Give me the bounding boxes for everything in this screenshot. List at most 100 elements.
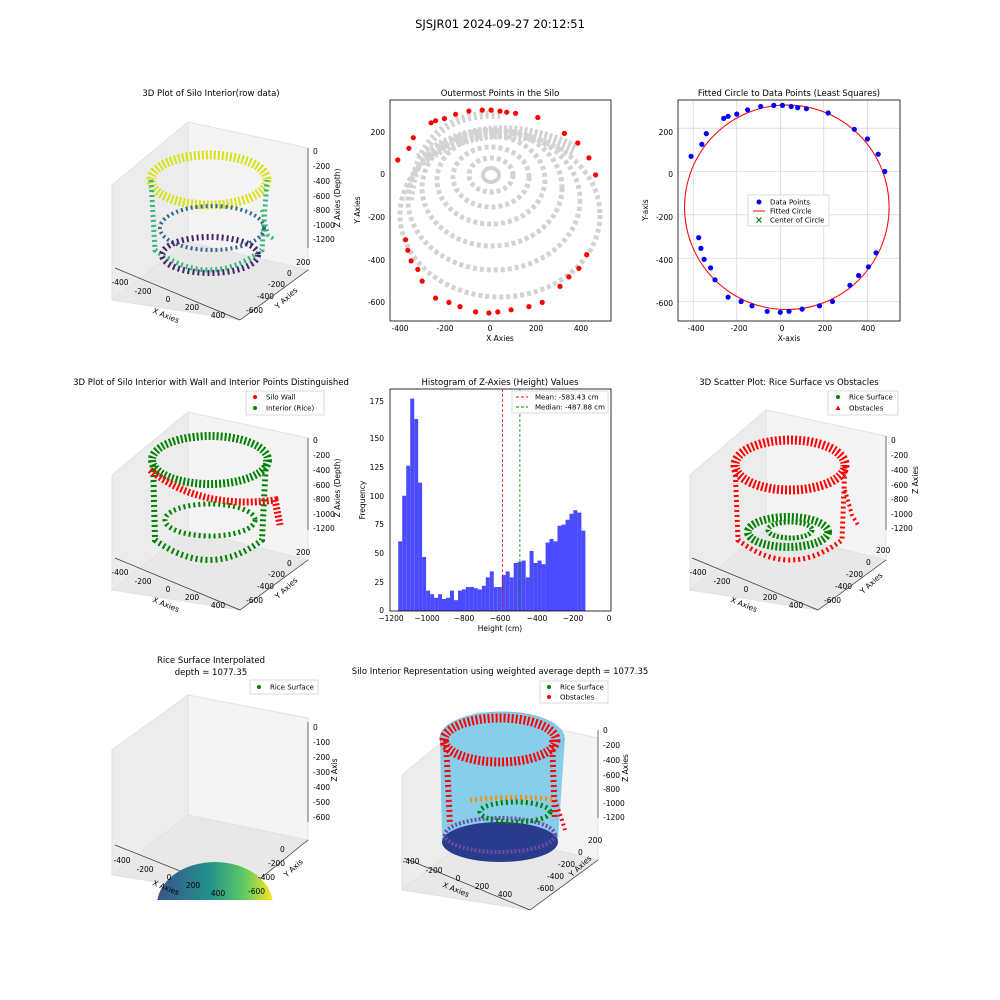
legend-box [539, 680, 609, 704]
silo-cylinder [439, 711, 565, 862]
y-tick: 0 [380, 170, 385, 179]
x-tick: -400 [113, 856, 130, 865]
ring [466, 155, 516, 195]
histogram-bar [529, 551, 534, 611]
outermost-point [508, 307, 514, 313]
histogram-bar [481, 585, 486, 611]
histogram-bar [402, 495, 407, 611]
x-tick: −400 [527, 614, 548, 623]
z-tick: -1000 [313, 221, 335, 230]
outermost-point [466, 108, 472, 114]
data-point [725, 113, 731, 119]
y-axis-line [529, 859, 599, 911]
x-tick: 200 [763, 593, 778, 602]
rice-surface-ring [477, 799, 553, 825]
y-tick: -400 [257, 292, 274, 301]
histogram-bar [450, 590, 454, 611]
data-point [875, 151, 881, 157]
y-axis-line [239, 559, 309, 611]
legend-label: Median: -487.88 cm [535, 404, 605, 412]
z-tick: -400 [891, 466, 908, 475]
outermost-point [486, 310, 492, 316]
outermost-point [513, 110, 519, 116]
data-point [851, 126, 857, 132]
panel-title: Outermost Points in the Silo [441, 89, 560, 99]
x-tick: 400 [211, 601, 226, 610]
y-tick-labels: 0 -200 -400 -600 [248, 845, 285, 896]
obstacle-ring [439, 713, 561, 767]
panel-fitted-circle: Fitted Circle to Data Points (Least Squa… [641, 89, 901, 343]
outermost-points [395, 107, 599, 316]
legend: Rice Surface [249, 679, 319, 695]
x-tick-labels: −1200 −1000 −800 −600 −400 −200 0 [378, 614, 611, 623]
histogram-bar [454, 600, 458, 611]
panel-3d-rice-vs-obstacles: 3D Scatter Plot: Rice Surface vs Obstacl… [688, 378, 920, 614]
x-axis-line [114, 557, 241, 611]
z-tick: -800 [603, 785, 620, 794]
panel-silo-representation: Silo Interior Representation using weigh… [352, 667, 648, 911]
histogram-bar [533, 563, 538, 611]
z-tick: -1000 [603, 799, 625, 808]
data-point [816, 303, 823, 309]
legend: Rice Surface Obstacles [827, 390, 899, 416]
data-point [779, 102, 786, 108]
y-tick-labels: 200 0 -200 -400 -600 [368, 128, 385, 307]
y-tick: -600 [824, 596, 841, 605]
data-point [745, 107, 751, 113]
outermost-point [495, 309, 501, 315]
outermost-point [479, 107, 485, 113]
y-tick: -400 [257, 582, 274, 591]
x-tick: 200 [818, 324, 833, 333]
grid [678, 100, 900, 321]
y-tick: -600 [656, 299, 673, 308]
outermost-point [575, 140, 581, 146]
outermost-point [593, 172, 599, 178]
x-tick: −200 [563, 614, 584, 623]
x-tick: 200 [186, 881, 201, 890]
ring [481, 166, 501, 184]
z-tick: 0 [891, 436, 896, 445]
z-tick: -400 [313, 466, 330, 475]
x-tick: −600 [490, 614, 511, 623]
x-axis-label: X-axis [778, 334, 801, 343]
legend: Data Points Fitted Circle Center of Circ… [747, 194, 830, 227]
z-tick: -500 [313, 798, 330, 807]
data-point [799, 306, 805, 312]
fitted-circle [684, 104, 890, 311]
outermost-point [428, 120, 434, 126]
outermost-point [539, 299, 545, 305]
legend: Mean: -583.43 cm Median: -487.88 cm [511, 390, 609, 414]
histogram-bar [469, 587, 474, 611]
floor-ring [159, 234, 261, 276]
legend: Silo Wall Interior (Rice) [245, 390, 325, 416]
data-point [825, 110, 831, 116]
panel-title: 3D Plot of Silo Interior(row data) [142, 89, 279, 99]
x-tick-labels: -400 -200 0 200 400 [391, 324, 588, 333]
legend-marker [257, 685, 261, 689]
outermost-point [410, 135, 416, 141]
z-tick: -800 [313, 495, 330, 504]
data-points [688, 102, 888, 315]
panel-title: Rice Surface Interpolated [157, 656, 265, 666]
axes-3d [110, 120, 310, 321]
z-tick: -800 [891, 495, 908, 504]
obstacle-tail [553, 799, 567, 831]
outermost-point [406, 145, 412, 151]
y-tick: -400 [547, 872, 564, 881]
histogram-bar [561, 524, 566, 611]
data-point [864, 136, 871, 142]
legend-marker [547, 695, 551, 699]
legend-label: Obstacles [849, 405, 884, 413]
x-tick: -400 [402, 857, 419, 866]
histogram-bar [513, 563, 518, 611]
y-tick: -400 [258, 873, 275, 882]
x-tick: -200 [713, 577, 730, 586]
x-tick: 400 [498, 890, 513, 899]
x-tick: -200 [136, 865, 153, 874]
legend-box [827, 390, 899, 416]
y-tick: 50 [374, 549, 384, 558]
data-point [847, 282, 853, 288]
y-tick-labels: 200 0 -200 -400 -600 [246, 258, 311, 315]
x-tick: 400 [211, 889, 226, 898]
